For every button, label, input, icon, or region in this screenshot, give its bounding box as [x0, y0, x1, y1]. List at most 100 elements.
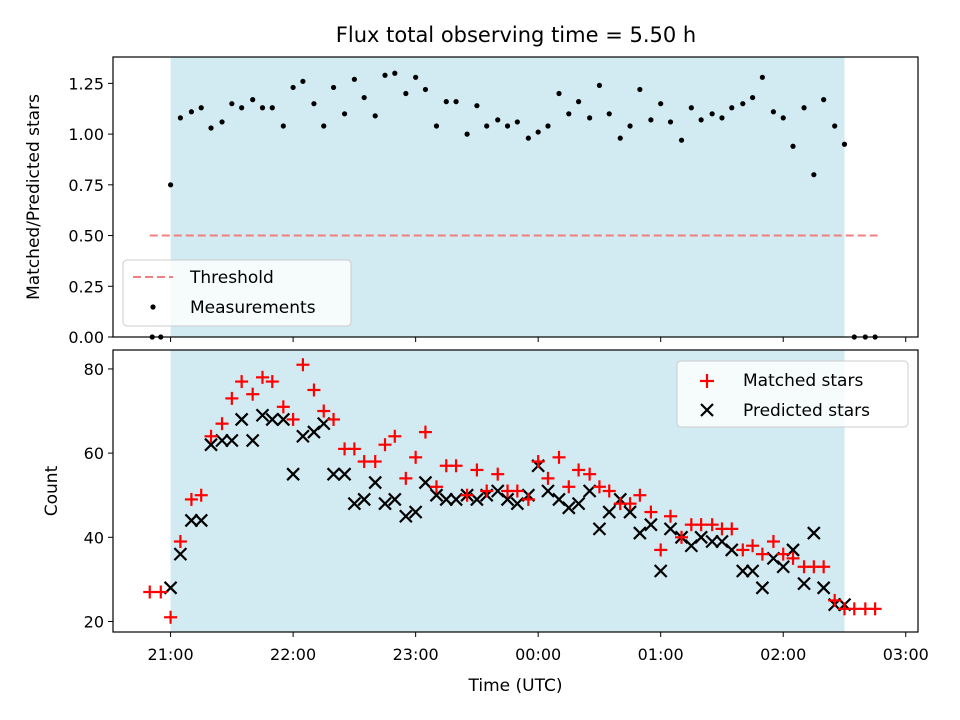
legend-predicted-swatch [700, 403, 714, 417]
predicted-star-point [724, 543, 739, 557]
measurement-point [698, 117, 704, 123]
matched-star-point [296, 358, 310, 372]
ratio-panel-frame [112, 56, 919, 338]
ratio-legend: Threshold Measurements [122, 259, 352, 327]
time-x-tick-label: 01:00 [638, 645, 684, 664]
measurement-point [709, 111, 715, 117]
measurement-point [637, 86, 643, 93]
matched-star-point [429, 480, 443, 494]
measurement-point [719, 115, 725, 121]
matched-star-point [552, 450, 566, 464]
measurement-point [433, 123, 440, 129]
matched-star-point [521, 492, 535, 506]
matched-star-point [705, 518, 719, 532]
measurement-point [740, 101, 746, 107]
matched-star-point [164, 610, 178, 624]
measurement-point [566, 111, 572, 117]
measurement-point [443, 99, 449, 105]
measurement-point [790, 143, 796, 149]
matched-star-point [154, 585, 168, 599]
predicted-star-point [755, 581, 770, 595]
predicted-star-point [663, 522, 678, 536]
predicted-star-point [633, 526, 647, 540]
count-panel: 20 40 60 80 21:00 22:00 23:00 00:00 01:00 02:00 0… [42, 349, 929, 696]
predicted-star-point [510, 496, 525, 511]
measurement-point [821, 97, 827, 103]
measurement-point [311, 101, 317, 107]
predicted-star-point [347, 496, 362, 511]
predicted-star-point [368, 475, 382, 490]
matched-star-point [460, 488, 474, 502]
matched-star-point [480, 484, 494, 498]
matched-star-point [378, 438, 392, 452]
time-x-tick-label: 23:00 [393, 645, 439, 664]
measurement-point [688, 105, 694, 111]
matched-star-point [633, 488, 647, 502]
measurement-point [269, 105, 275, 111]
predicted-star-point [204, 437, 218, 452]
count-y-tick-label: 20 [84, 612, 104, 631]
predicted-star-point [184, 513, 199, 528]
count-panel-frame [112, 349, 919, 633]
predicted-star-point [736, 564, 750, 578]
matched-star-point [510, 484, 524, 498]
measurement-point [759, 74, 765, 80]
matched-star-point [418, 425, 432, 439]
matched-stars-points [143, 358, 882, 624]
time-x-tick-label: 21:00 [148, 645, 194, 664]
measurement-point [667, 119, 674, 125]
legend-threshold-label: Threshold [189, 268, 274, 288]
matched-star-point [399, 471, 413, 485]
predicted-star-point [173, 547, 188, 561]
predicted-star-point [408, 505, 423, 519]
predicted-star-point [562, 501, 576, 515]
measurement-point [280, 123, 286, 129]
ratio-y-tick-label: 0.75 [68, 176, 104, 195]
matched-star-point [776, 547, 790, 561]
predicted-star-point [399, 509, 413, 524]
predicted-star-point [286, 467, 300, 481]
count-legend-box [676, 360, 909, 428]
matched-star-point [327, 412, 341, 426]
matched-star-point [347, 442, 361, 456]
ratio-legend-box [122, 259, 352, 327]
ratio-y-axis-label: Matched/Predicted stars [24, 94, 44, 300]
predicted-star-point [429, 488, 444, 502]
count-y-tick-label: 60 [84, 444, 104, 463]
measurement-point [351, 76, 357, 82]
predicted-star-point [653, 564, 668, 578]
matched-star-point [204, 429, 218, 443]
measurement-point [392, 70, 398, 76]
count-y-tick-label: 40 [84, 528, 104, 547]
predicted-star-point [265, 412, 280, 427]
matched-star-point [602, 484, 616, 498]
measurement-point [167, 182, 174, 188]
predicted-star-point [541, 484, 555, 498]
measurement-point [749, 94, 756, 101]
matched-star-point [562, 480, 576, 494]
measurement-point [780, 115, 786, 121]
predicted-star-point [255, 408, 270, 423]
matched-star-point [572, 463, 586, 477]
count-legend: Matched stars Predicted stars [676, 360, 909, 428]
matched-star-point [663, 509, 677, 523]
matched-star-point [491, 467, 505, 481]
predicted-star-point [623, 505, 637, 519]
matched-star-point [694, 518, 708, 532]
matched-star-point [368, 455, 382, 469]
matched-star-point [276, 400, 290, 414]
predicted-star-point [326, 467, 341, 481]
measurement-point [403, 90, 409, 97]
measurement-point [208, 125, 214, 131]
matched-star-point [286, 412, 300, 426]
measurement-point [495, 117, 501, 123]
measurement-point [290, 84, 296, 91]
measurement-point [811, 172, 817, 178]
predicted-star-point [571, 496, 586, 511]
predicted-star-point [816, 581, 831, 595]
measurement-point [330, 84, 337, 91]
measurement-point [219, 119, 225, 125]
matched-star-point [755, 547, 769, 561]
measurement-point [239, 105, 245, 111]
ratio-panel: 0.00 0.25 0.50 0.75 1.00 1.25 Matched/Predict… [24, 56, 919, 347]
